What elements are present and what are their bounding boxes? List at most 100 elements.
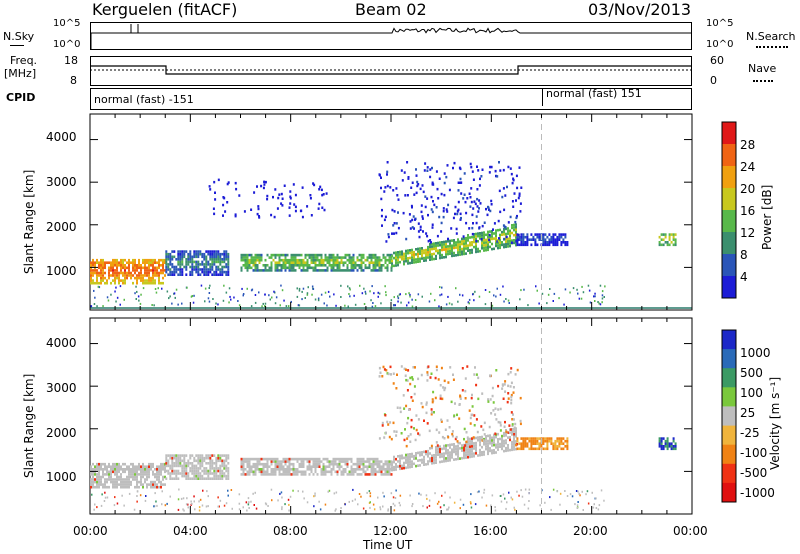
velocity-echo-cell bbox=[403, 464, 405, 467]
velocity-echo-cell bbox=[386, 372, 389, 375]
power-echo-cell bbox=[274, 269, 277, 272]
velocity-echo-cell bbox=[411, 455, 413, 458]
velocity-echo-cell bbox=[118, 468, 120, 471]
velocity-echo-cell bbox=[148, 483, 150, 486]
power-echo-cell bbox=[422, 230, 424, 233]
velocity-echo-cell bbox=[225, 454, 228, 457]
velocity-echo-cell bbox=[227, 467, 230, 470]
power-echo-cell bbox=[370, 256, 373, 259]
power-echo-cell bbox=[461, 250, 463, 253]
velocity-echo-cell bbox=[148, 468, 150, 471]
velocity-echo-cell bbox=[356, 460, 359, 463]
power-echo-cell bbox=[493, 237, 495, 240]
velocity-echo-cell bbox=[470, 441, 473, 445]
velocity-echo-cell bbox=[499, 424, 502, 427]
power-colorbar-swatch bbox=[722, 276, 736, 299]
power-echo-cell bbox=[185, 260, 188, 264]
velocity-echo-cell bbox=[387, 372, 390, 376]
velocity-echo-cell bbox=[403, 407, 406, 410]
velocity-echo-cell bbox=[439, 445, 441, 448]
velocity-echo-cell bbox=[160, 485, 162, 489]
velocity-echo-cell bbox=[366, 460, 369, 463]
nsky-panel bbox=[90, 22, 692, 50]
power-echo-cell bbox=[538, 238, 541, 241]
velocity-echo-cell bbox=[378, 465, 381, 468]
power-echo-cell bbox=[116, 266, 118, 270]
power-echo-cell bbox=[480, 175, 483, 178]
power-echo-cell bbox=[195, 260, 198, 264]
velocity-echo-cell bbox=[473, 452, 475, 455]
velocity-echo-cell bbox=[306, 501, 309, 504]
velocity-echo-cell bbox=[320, 473, 323, 476]
power-echo-cell bbox=[213, 258, 216, 261]
power-echo-cell bbox=[417, 183, 420, 186]
power-echo-cell bbox=[536, 233, 539, 236]
velocity-echo-cell bbox=[173, 454, 176, 457]
velocity-echo-cell bbox=[510, 411, 513, 414]
power-echo-cell bbox=[516, 214, 518, 218]
velocity-echo-cell bbox=[443, 437, 446, 440]
power-echo-cell bbox=[128, 274, 130, 277]
power-echo-cell bbox=[668, 233, 671, 236]
power-echo-cell bbox=[403, 171, 406, 174]
velocity-echo-cell bbox=[171, 456, 174, 460]
power-echo-cell bbox=[189, 260, 192, 264]
power-echo-cell bbox=[288, 214, 291, 217]
velocity-echo-cell bbox=[405, 368, 407, 371]
velocity-echo-cell bbox=[217, 467, 220, 470]
power-echo-cell bbox=[320, 293, 323, 296]
velocity-echo-cell bbox=[96, 478, 98, 481]
power-echo-cell bbox=[485, 233, 487, 237]
power-echo-cell bbox=[411, 251, 413, 254]
power-echo-cell bbox=[136, 290, 138, 293]
velocity-echo-cell bbox=[207, 495, 209, 498]
power-echo-cell bbox=[372, 256, 375, 259]
power-echo-cell bbox=[487, 206, 490, 210]
power-echo-cell bbox=[248, 253, 251, 257]
power-echo-cell bbox=[441, 286, 443, 289]
velocity-echo-cell bbox=[576, 504, 579, 507]
velocity-echo-cell bbox=[552, 442, 555, 445]
power-echo-cell bbox=[439, 256, 441, 260]
power-echo-cell bbox=[211, 273, 214, 276]
velocity-echo-cell bbox=[171, 454, 174, 457]
velocity-echo-cell bbox=[138, 480, 140, 484]
power-echo-cell bbox=[481, 234, 483, 237]
power-echo-cell bbox=[142, 276, 144, 280]
velocity-echo-cell bbox=[456, 440, 459, 443]
velocity-echo-cell bbox=[217, 477, 220, 480]
power-echo-cell bbox=[250, 305, 253, 308]
velocity-echo-cell bbox=[477, 397, 480, 401]
power-echo-cell bbox=[496, 287, 498, 290]
velocity-echo-cell bbox=[270, 473, 273, 476]
power-echo-cell bbox=[672, 243, 675, 247]
power-echo-cell bbox=[485, 243, 487, 247]
power-echo-cell bbox=[554, 241, 557, 244]
velocity-echo-cell bbox=[453, 443, 455, 446]
power-echo-cell bbox=[310, 266, 313, 270]
velocity-echo-cell bbox=[546, 442, 549, 445]
velocity-echo-cell bbox=[205, 467, 208, 470]
velocity-echo-cell bbox=[440, 420, 443, 423]
power-echo-cell bbox=[90, 276, 92, 280]
velocity-echo-cell bbox=[376, 470, 379, 474]
velocity-echo-cell bbox=[508, 431, 511, 434]
velocity-echo-cell bbox=[674, 447, 677, 451]
velocity-echo-cell bbox=[264, 473, 267, 476]
power-echo-cell bbox=[181, 263, 184, 266]
power-echo-cell bbox=[506, 185, 508, 189]
velocity-echo-cell bbox=[175, 454, 178, 457]
power-echo-cell bbox=[429, 258, 431, 261]
velocity-echo-cell bbox=[546, 447, 549, 451]
velocity-echo-cell bbox=[431, 398, 434, 401]
velocity-echo-cell bbox=[439, 384, 442, 387]
power-echo-cell bbox=[332, 264, 335, 267]
power-echo-cell bbox=[393, 304, 395, 307]
velocity-echo-cell bbox=[457, 450, 459, 453]
velocity-echo-cell bbox=[417, 418, 420, 421]
velocity-echo-cell bbox=[197, 474, 200, 478]
power-echo-cell bbox=[495, 295, 497, 298]
velocity-echo-cell bbox=[386, 470, 389, 474]
power-echo-cell bbox=[142, 274, 144, 277]
velocity-echo-cell bbox=[459, 395, 462, 399]
